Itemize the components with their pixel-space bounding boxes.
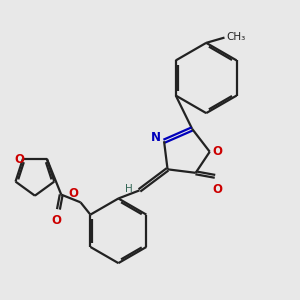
Text: H: H — [125, 184, 133, 194]
Text: CH₃: CH₃ — [226, 32, 246, 42]
Text: O: O — [68, 187, 78, 200]
Text: O: O — [52, 214, 62, 226]
Text: O: O — [14, 153, 24, 166]
Text: O: O — [212, 183, 222, 196]
Text: N: N — [151, 131, 161, 144]
Text: O: O — [212, 145, 223, 158]
